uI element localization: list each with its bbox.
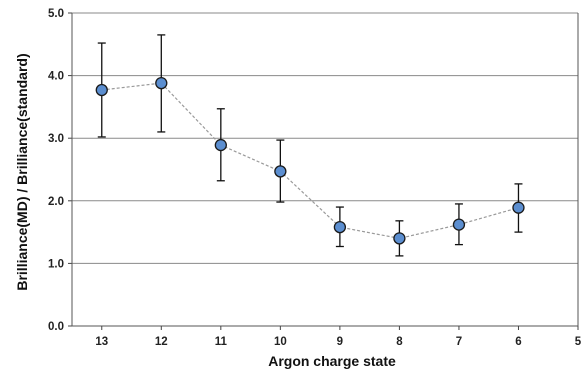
data-point [512,201,525,214]
x-tick-label: 7 [456,336,462,348]
y-tick-label: 5.0 [48,8,64,20]
data-point [274,165,287,178]
y-tick-label: 2.0 [48,196,64,208]
data-point [393,232,406,245]
x-tick-label: 6 [515,336,521,348]
y-axis-title: Brilliance(MD) / Brilliance(standard) [14,53,30,290]
x-axis-title: Argon charge state [268,353,396,369]
data-point [214,138,227,152]
y-tick-labels: 0.0 1.0 2.0 3.0 4.0 5.0 [48,8,64,333]
x-tick-label: 12 [155,336,168,348]
data-point [155,76,168,90]
axes [68,12,579,330]
x-tick-label: 9 [337,336,343,348]
x-tick-label: 5 [575,336,582,348]
x-tick-label: 10 [274,336,287,348]
y-tick-label: 1.0 [48,258,64,270]
y-tick-label: 0.0 [48,321,64,333]
y-tick-label: 4.0 [48,71,64,83]
data-points [95,76,525,245]
gridlines [72,12,578,264]
x-tick-label: 11 [215,336,228,348]
series-connector [101,82,519,240]
connector-line [101,82,519,240]
x-tick-label: 13 [95,336,108,348]
data-point [452,218,466,231]
data-point [333,220,347,234]
x-tick-label: 8 [396,336,403,348]
x-tick-labels: 13 12 11 10 9 8 7 6 5 [95,336,581,348]
data-point [95,83,108,97]
y-tick-label: 3.0 [48,133,64,145]
